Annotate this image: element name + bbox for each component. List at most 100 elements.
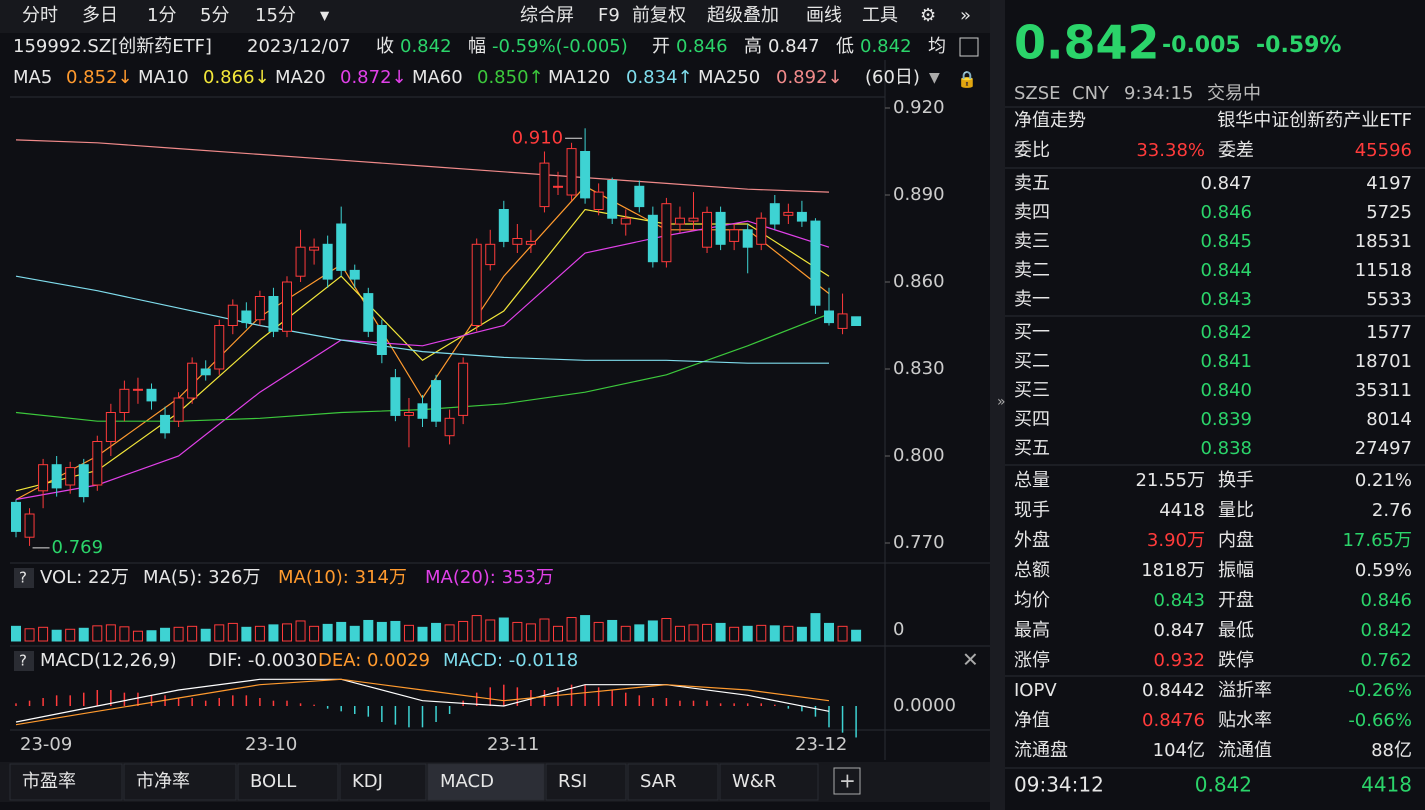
candle-body (674, 217, 685, 225)
tab[interactable] (9, 763, 123, 801)
volume-bar (525, 623, 536, 642)
x-label: 23-09 (20, 734, 72, 755)
help[interactable]: ? (19, 569, 27, 587)
help[interactable]: ? (19, 652, 27, 670)
stat-value: 0.932 (1153, 650, 1205, 671)
candle-body (78, 464, 89, 498)
tab-label[interactable]: 市净率 (136, 771, 190, 792)
info-label: 低 (836, 36, 854, 57)
tab[interactable] (545, 763, 627, 801)
tab[interactable] (123, 763, 237, 801)
candle-body (620, 217, 631, 225)
help-box[interactable] (14, 568, 34, 588)
macd-legend: DEA: 0.0029 (318, 650, 430, 671)
tab-label[interactable]: W&R (732, 771, 776, 792)
volume-bar (132, 630, 143, 642)
help-box[interactable] (14, 651, 34, 671)
lock-icon[interactable]: 🔒 (957, 70, 977, 89)
close[interactable]: ✕ (962, 648, 979, 672)
info-value: 0.846 (676, 36, 728, 57)
tool-button[interactable]: 综合屏 (520, 5, 574, 26)
ma-value: 0.850↑ (477, 67, 544, 88)
tab-label[interactable]: BOLL (250, 771, 296, 792)
book-volume: 1577 (1366, 322, 1412, 343)
stat-label: 最低 (1218, 620, 1254, 641)
candle-body (105, 412, 116, 442)
candle-body (24, 513, 35, 538)
ma-value: 0.892↓ (776, 67, 843, 88)
stat-label: 流通值 (1218, 740, 1272, 761)
tab-label[interactable]: 市盈率 (22, 771, 76, 792)
macd-legend: MACD(12,26,9) (40, 650, 177, 671)
tool-button[interactable]: 工具 (862, 5, 898, 26)
nav-link[interactable]: 净值走势 (1014, 110, 1086, 131)
book-price: 0.839 (1200, 409, 1252, 430)
tool-button[interactable]: 超级叠加 (707, 5, 779, 26)
candle-body (403, 412, 414, 416)
candle-body (498, 209, 509, 242)
layout-icon[interactable] (959, 37, 979, 57)
info-label: 均 (928, 36, 946, 57)
settings-icon[interactable]: ⚙ (920, 5, 936, 26)
stat-label: 净值 (1014, 710, 1050, 731)
volume-bar (376, 621, 387, 642)
volume-bar (485, 619, 496, 642)
volume-bar (498, 617, 509, 642)
tab[interactable] (237, 763, 339, 801)
book-volume: 27497 (1355, 438, 1412, 459)
candle-body (647, 214, 658, 263)
period-tab[interactable]: 15分 (255, 5, 296, 26)
volume-bar (295, 620, 306, 642)
period-tab[interactable]: 多日 (82, 5, 118, 26)
book-volume: 4197 (1366, 173, 1412, 194)
y-tick-label: 0.860 (893, 271, 945, 292)
candle-body (431, 380, 442, 422)
tab-label[interactable]: SAR (640, 771, 677, 792)
volume-bar (119, 626, 130, 642)
period-tab[interactable]: 分时 (22, 5, 58, 26)
info-label: 开 (652, 36, 670, 57)
candle-body (51, 464, 62, 489)
stat-value: 17.65万 (1342, 530, 1412, 551)
candle-body (376, 325, 387, 355)
tool-button[interactable]: 前复权 (632, 5, 686, 26)
tab[interactable] (719, 763, 819, 801)
candle-body (309, 246, 320, 251)
add-tab-icon[interactable]: + (839, 769, 856, 793)
period-tab[interactable]: 5分 (200, 5, 229, 26)
tab-label[interactable]: KDJ (352, 771, 383, 792)
candle-body (810, 220, 821, 306)
candle-body (92, 441, 103, 486)
tool-button[interactable]: F9 (598, 5, 620, 26)
stat-value: 21.55万 (1135, 470, 1205, 491)
add-tab[interactable] (833, 767, 861, 795)
tab[interactable] (427, 763, 545, 801)
volume-bar (403, 624, 414, 642)
dropdown[interactable]: ▼ (320, 9, 330, 23)
stat-label: 均价 (1014, 590, 1050, 611)
candle-body (227, 304, 238, 327)
stat-value: 2.76 (1372, 500, 1412, 521)
candle-body (295, 246, 306, 277)
tab-label[interactable]: RSI (558, 771, 587, 792)
volume-bar (11, 625, 21, 642)
tab[interactable] (627, 763, 719, 801)
period-tab[interactable]: 1分 (147, 5, 176, 26)
stat-label: 外盘 (1014, 530, 1050, 551)
tab[interactable] (339, 763, 427, 801)
period-arrow[interactable]: ▼ (929, 70, 940, 86)
book-volume: 18531 (1355, 231, 1412, 252)
candle-body (11, 501, 21, 532)
vol-axis-label: 0 (893, 619, 904, 640)
book-price: 0.844 (1200, 260, 1252, 281)
market: SZSE (1014, 83, 1061, 104)
tool-button[interactable]: 画线 (806, 5, 842, 26)
stat-value: 3.90万 (1147, 530, 1205, 551)
book-label: 买一 (1014, 322, 1050, 343)
more-icon[interactable]: » (960, 5, 971, 26)
period-label[interactable]: (60日) (865, 67, 920, 88)
info-value: 0.842 (860, 36, 912, 57)
tick-time: 09:34:12 (1014, 773, 1104, 797)
expand[interactable]: » (997, 394, 1006, 410)
tab-label[interactable]: MACD (440, 771, 494, 792)
